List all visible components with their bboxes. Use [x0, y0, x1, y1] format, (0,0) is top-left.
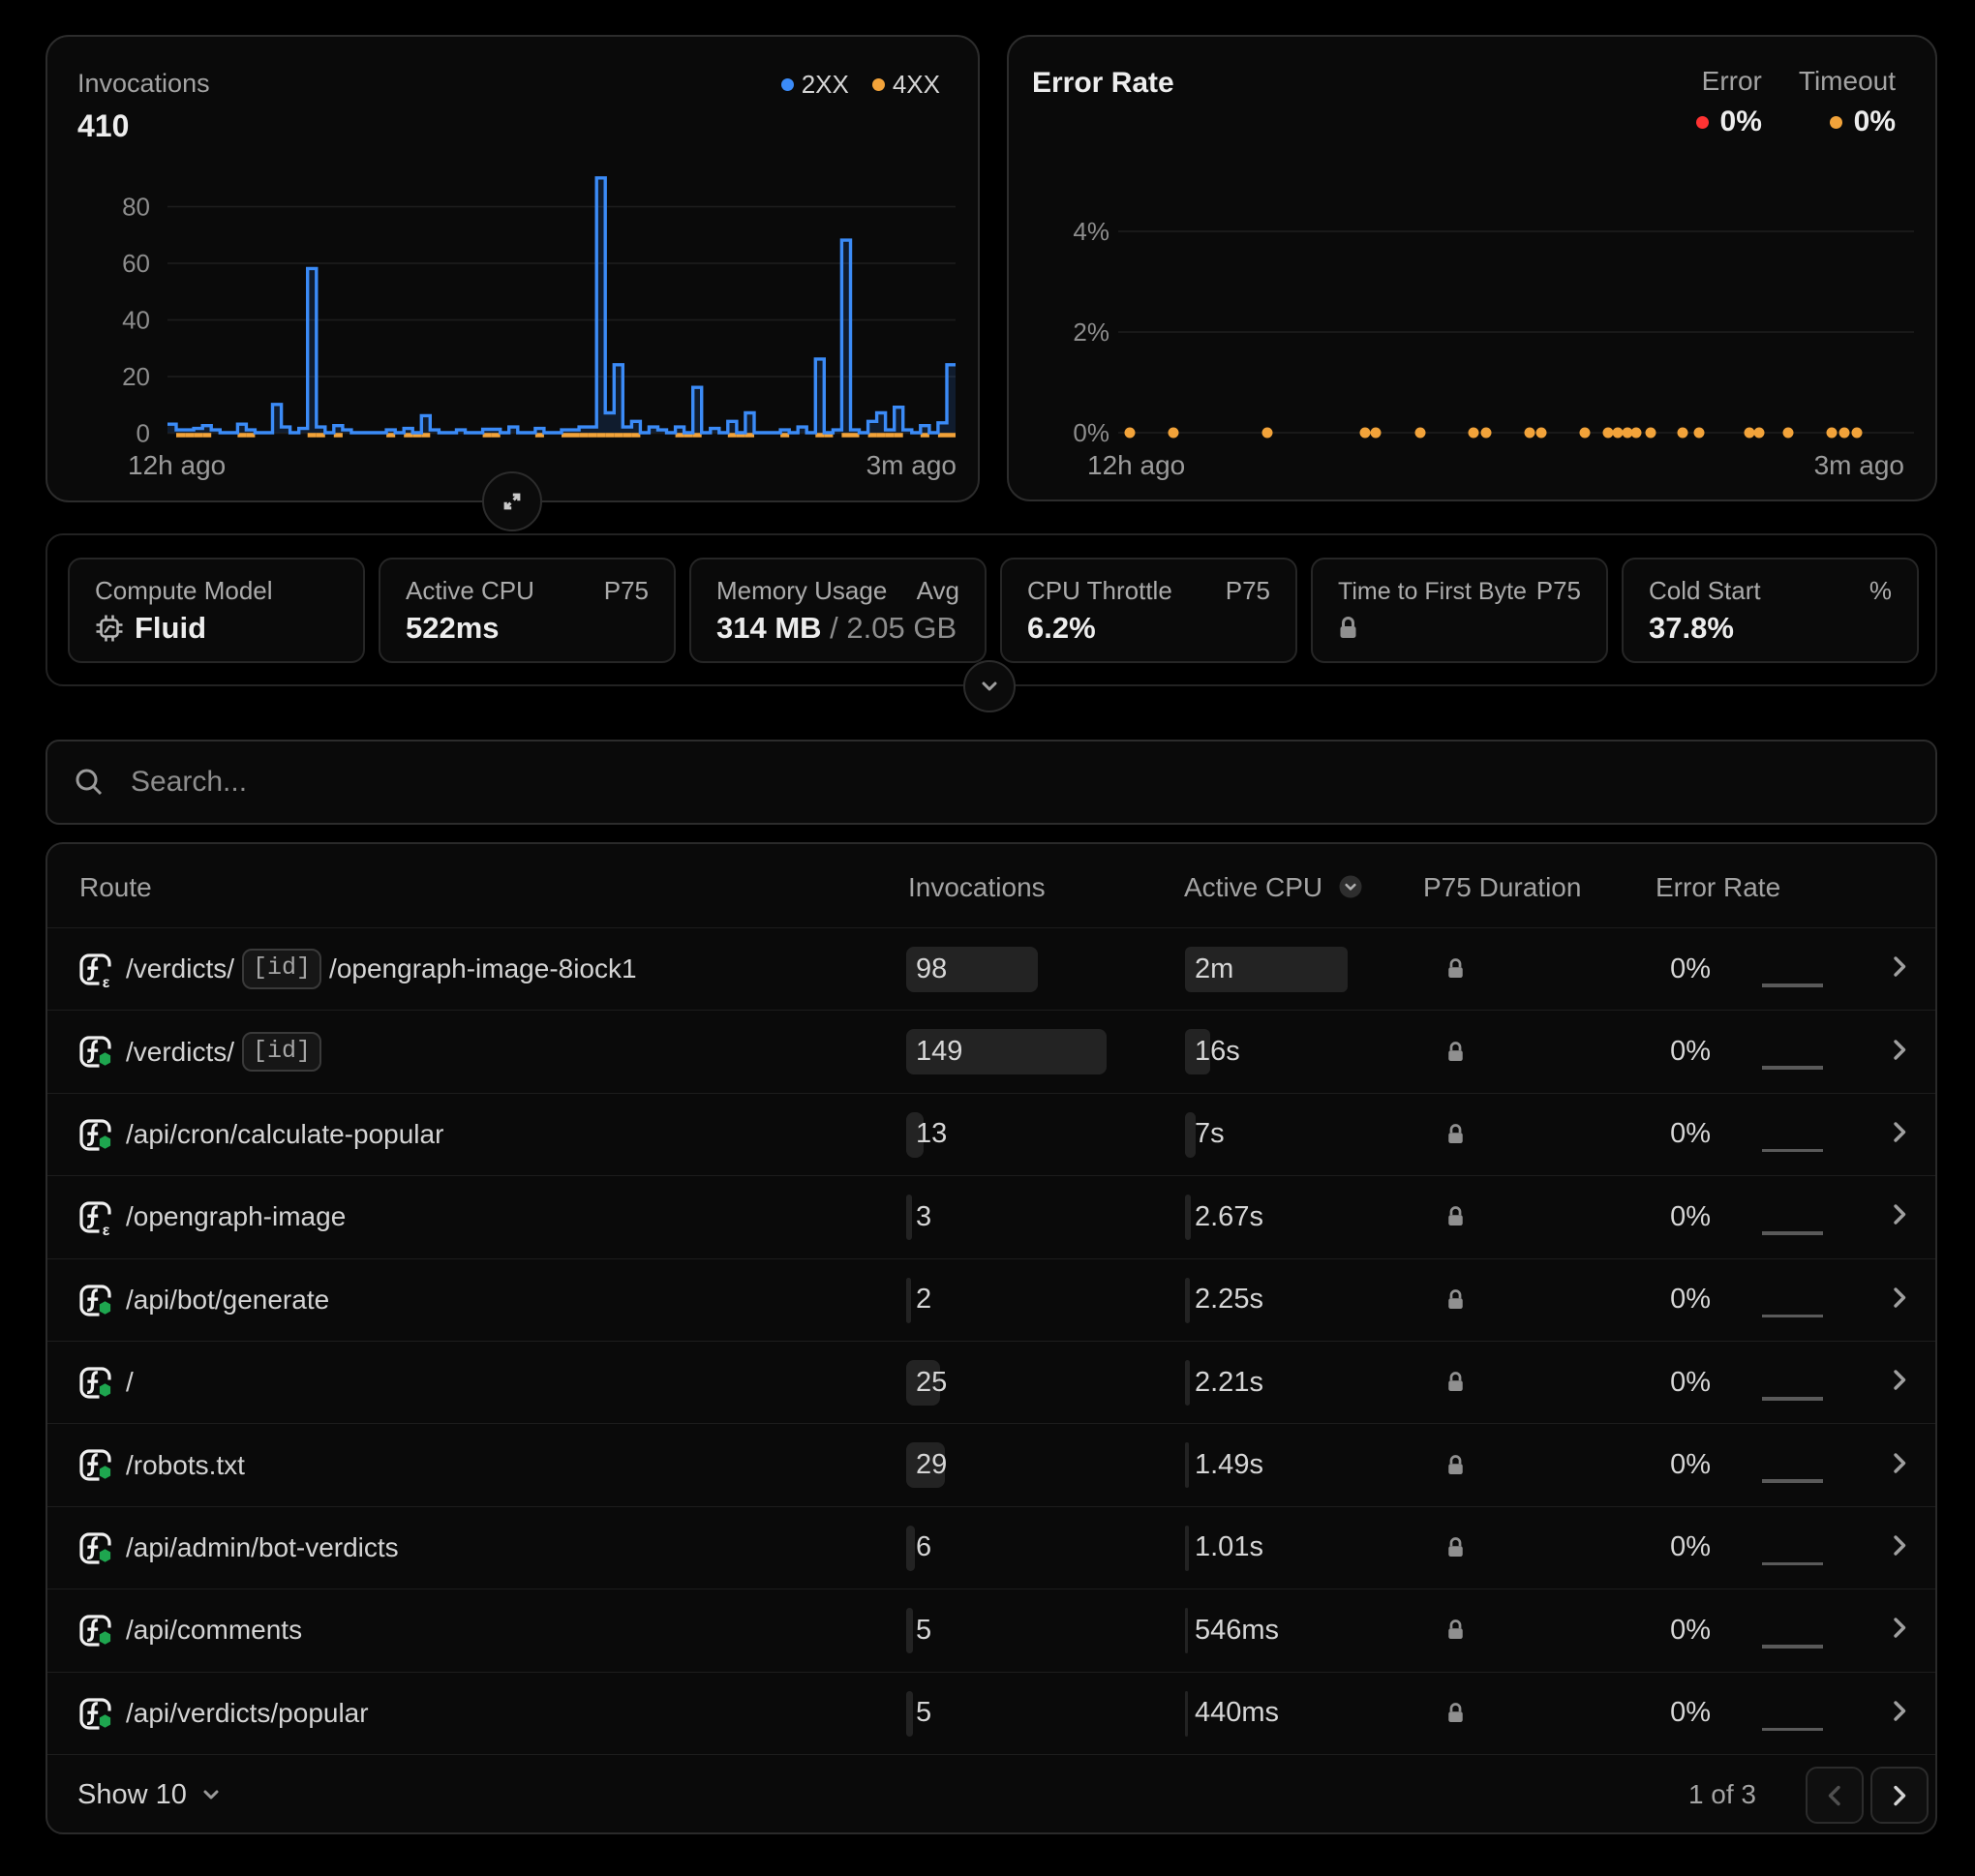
svg-text:60: 60: [122, 249, 150, 278]
svg-text:ε: ε: [103, 975, 110, 988]
svg-text:3m ago: 3m ago: [1814, 450, 1904, 480]
svg-text:2%: 2%: [1073, 318, 1109, 347]
svg-text:12h ago: 12h ago: [1087, 450, 1185, 480]
svg-text:40: 40: [122, 306, 150, 335]
svg-text:20: 20: [122, 362, 150, 391]
svg-text:0%: 0%: [1073, 418, 1109, 447]
svg-text:3m ago: 3m ago: [866, 450, 957, 480]
svg-text:ε: ε: [103, 1223, 110, 1236]
svg-text:12h ago: 12h ago: [128, 450, 226, 480]
svg-text:0: 0: [137, 419, 150, 448]
svg-text:80: 80: [122, 193, 150, 222]
svg-text:4%: 4%: [1073, 217, 1109, 246]
